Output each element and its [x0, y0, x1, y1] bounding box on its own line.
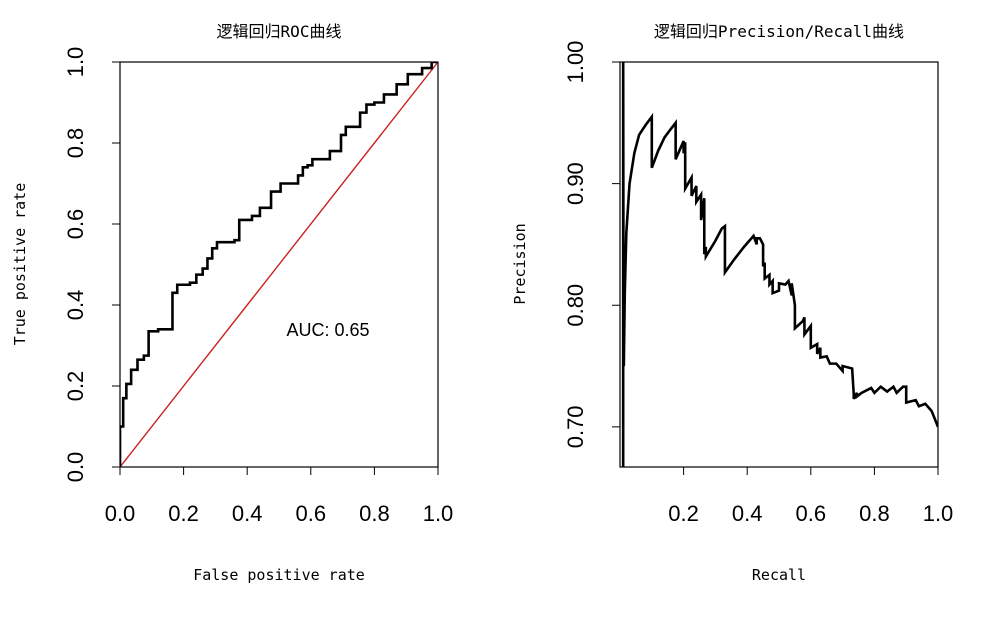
pr-y-tick-label: 1.00 — [563, 41, 588, 84]
roc-y-tick-label: 1.0 — [63, 47, 88, 78]
roc-y-axis-label: True positive rate — [11, 183, 29, 346]
pr-ticks: 0.2 0.4 0.6 0.8 1.0 0.70 0.80 0.90 1.00 — [563, 41, 953, 526]
pr-y-axis-label: Precision — [511, 223, 529, 304]
roc-y-tick-label: 0.0 — [63, 452, 88, 483]
pr-curve-line — [621, 62, 938, 467]
roc-x-tick-label: 0.6 — [296, 501, 327, 526]
pr-marks — [621, 62, 938, 467]
roc-x-axis-label: False positive rate — [193, 566, 365, 584]
pr-y-tick-label: 0.80 — [563, 284, 588, 327]
roc-y-tick-label: 0.8 — [63, 128, 88, 159]
roc-y-tick-label: 0.4 — [63, 290, 88, 321]
pr-x-tick-label: 1.0 — [923, 501, 954, 526]
pr-y-tick-label: 0.70 — [563, 405, 588, 448]
pr-title: 逻辑回归Precision/Recall曲线 — [654, 22, 904, 41]
roc-panel: 逻辑回归ROC曲线 False positive rate True posit… — [11, 22, 453, 584]
pr-x-tick-label: 0.4 — [732, 501, 763, 526]
pr-plot-frame — [619, 61, 939, 468]
roc-x-tick-label: 0.4 — [232, 501, 263, 526]
roc-plot-frame — [119, 61, 439, 468]
pr-x-axis-label: Recall — [752, 566, 806, 584]
roc-y-tick-label: 0.2 — [63, 371, 88, 402]
roc-y-tick-label: 0.6 — [63, 209, 88, 240]
roc-curve-line — [120, 62, 438, 467]
roc-title: 逻辑回归ROC曲线 — [217, 22, 342, 41]
roc-ticks: 0.0 0.2 0.4 0.6 0.8 1.0 0.0 0.2 0.4 0.6 0.8 1.0 — [63, 47, 453, 526]
auc-annotation: AUC: 0.65 — [286, 320, 369, 340]
pr-x-tick-label: 0.8 — [859, 501, 890, 526]
roc-x-tick-label: 0.2 — [168, 501, 199, 526]
roc-x-tick-label: 1.0 — [423, 501, 454, 526]
pr-x-tick-label: 0.6 — [796, 501, 827, 526]
pr-panel: 逻辑回归Precision/Recall曲线 Recall Precision … — [511, 22, 953, 584]
roc-x-tick-label: 0.0 — [105, 501, 136, 526]
pr-y-tick-label: 0.90 — [563, 162, 588, 205]
roc-marks — [119, 61, 439, 468]
roc-x-tick-label: 0.8 — [359, 501, 390, 526]
pr-x-tick-label: 0.2 — [668, 501, 699, 526]
roc-diagonal-line — [119, 61, 439, 468]
